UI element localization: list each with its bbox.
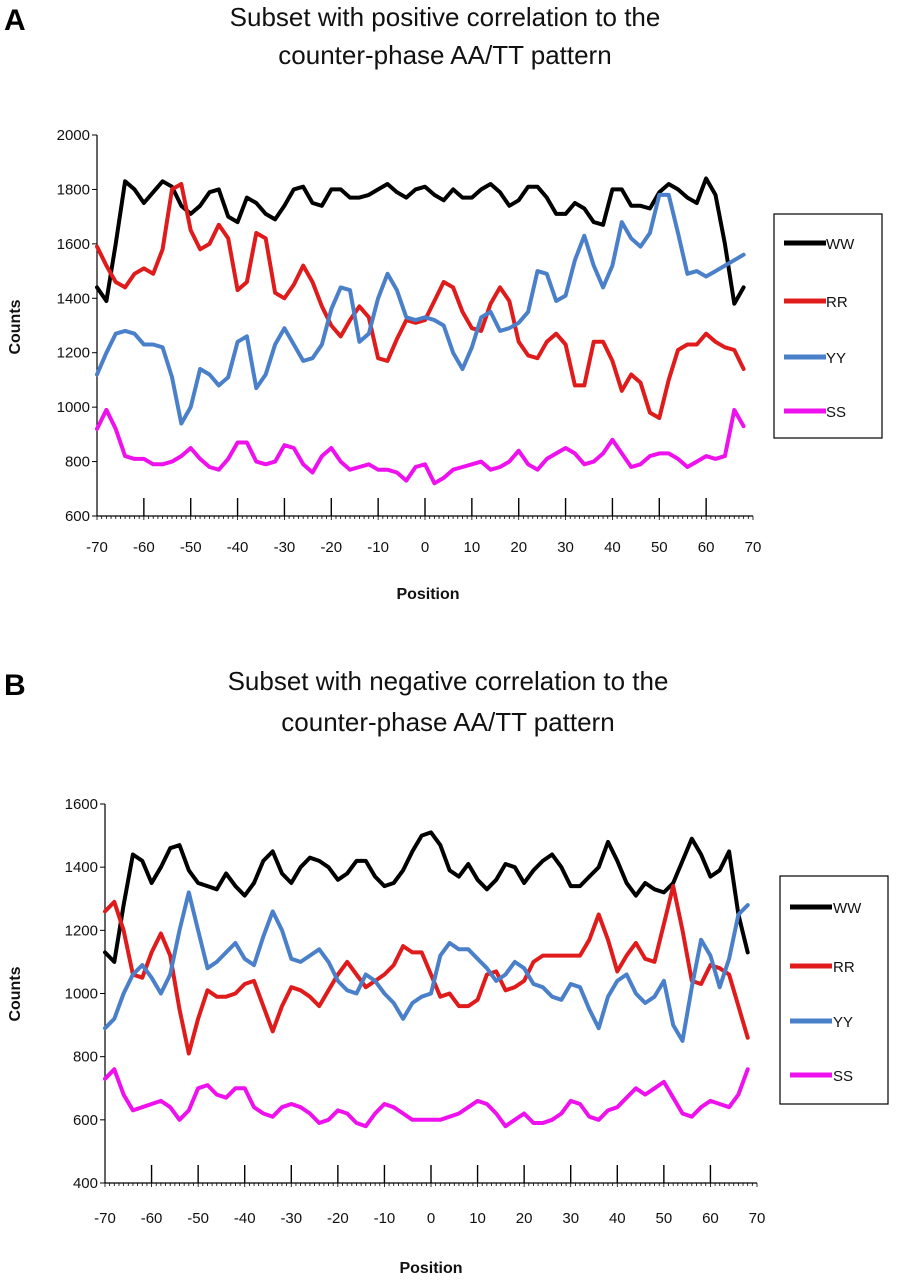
x-tick-label: 60 (698, 539, 715, 556)
x-tick-label: -30 (280, 1210, 302, 1227)
legend-a-rr-label: RR (826, 294, 848, 311)
y-tick-label: 1200 (65, 922, 98, 939)
legend-b-yy-label: YY (833, 1014, 853, 1031)
x-tick-label: -40 (234, 1210, 256, 1227)
legend-b-ss-label: SS (833, 1068, 853, 1085)
series-line-ww (103, 830, 750, 964)
legend-b-rr-label: RR (833, 959, 855, 976)
panel-a-title-line-2: counter-phase AA/TT pattern (278, 40, 611, 70)
x-tick-label: 0 (427, 1210, 435, 1227)
x-tick-label: 40 (609, 1210, 626, 1227)
panel-b-y-axis-title: Counts (7, 966, 24, 1021)
x-tick-label: 50 (651, 539, 668, 556)
series-line-yy (103, 890, 750, 1043)
legend-b-ww-label: WW (833, 900, 862, 917)
x-tick-label: -60 (133, 539, 155, 556)
panel-b-title-line-1: Subset with negative correlation to the (228, 666, 669, 696)
y-tick-label: 600 (73, 1112, 98, 1129)
y-tick-label: 800 (73, 1049, 98, 1066)
panel-b-letter: B (4, 669, 26, 702)
y-tick-label: 1600 (65, 796, 98, 813)
x-tick-label: 50 (656, 1210, 673, 1227)
x-tick-label: -70 (86, 539, 108, 556)
panel-a-y-axis-title: Counts (7, 299, 24, 354)
y-tick-label: 1400 (65, 859, 98, 876)
y-tick-label: 2000 (57, 127, 90, 144)
x-tick-label: 30 (562, 1210, 579, 1227)
x-tick-label: -10 (374, 1210, 396, 1227)
panel-a-letter: A (4, 4, 26, 37)
y-tick-label: 1000 (57, 399, 90, 416)
y-tick-label: 1600 (57, 236, 90, 253)
panel-a-legend-box (773, 213, 883, 439)
series-line-rr (103, 884, 750, 1056)
legend-a-ss-label: SS (826, 404, 846, 421)
x-tick-label: -30 (274, 539, 296, 556)
x-tick-label: 10 (464, 539, 481, 556)
x-tick-label: -20 (320, 539, 342, 556)
series-line-ss (103, 1067, 750, 1129)
x-tick-label: -70 (94, 1210, 116, 1227)
series-line-ss (95, 407, 746, 486)
y-tick-label: 1200 (57, 345, 90, 362)
panel-a-series (95, 176, 746, 486)
panel-a-legend: WW RR YY SS (773, 213, 883, 439)
y-tick-label: 1000 (65, 986, 98, 1003)
panel-b-x-axis-title: Position (399, 1260, 462, 1277)
y-tick-label: 1400 (57, 290, 90, 307)
x-tick-label: -50 (180, 539, 202, 556)
y-tick-label: 400 (73, 1175, 98, 1192)
x-tick-label: 10 (469, 1210, 486, 1227)
x-tick-label: -40 (227, 539, 249, 556)
x-tick-label: 60 (702, 1210, 719, 1227)
x-tick-label: 0 (421, 539, 429, 556)
x-tick-label: -10 (367, 539, 389, 556)
series-line-rr (95, 182, 746, 420)
legend-a-ww-label: WW (826, 236, 855, 253)
panel-b-legend: WW RR YY SS (779, 875, 889, 1105)
series-line-ww (95, 176, 746, 306)
x-tick-label: 20 (510, 539, 527, 556)
x-tick-label: -60 (141, 1210, 163, 1227)
x-tick-label: -20 (327, 1210, 349, 1227)
legend-a-yy-label: YY (826, 350, 846, 367)
panel-b-title-line-2: counter-phase AA/TT pattern (281, 707, 614, 737)
x-tick-label: 20 (516, 1210, 533, 1227)
y-tick-label: 600 (65, 508, 90, 525)
panel-a-x-axis-title: Position (396, 586, 459, 603)
x-tick-label: 70 (749, 1210, 766, 1227)
x-tick-label: 30 (557, 539, 574, 556)
panel-b-series (103, 830, 750, 1129)
x-tick-label: -50 (187, 1210, 209, 1227)
panel-b: B Subset with negative correlation to th… (4, 666, 889, 1277)
panel-a: A Subset with positive correlation to th… (4, 2, 883, 603)
y-tick-label: 1800 (57, 181, 90, 198)
panel-a-title-line-1: Subset with positive correlation to the (230, 2, 661, 32)
y-tick-label: 800 (65, 454, 90, 471)
x-tick-label: 40 (604, 539, 621, 556)
panel-b-legend-box (779, 875, 889, 1105)
x-tick-label: 70 (745, 539, 762, 556)
series-line-yy (95, 192, 746, 426)
